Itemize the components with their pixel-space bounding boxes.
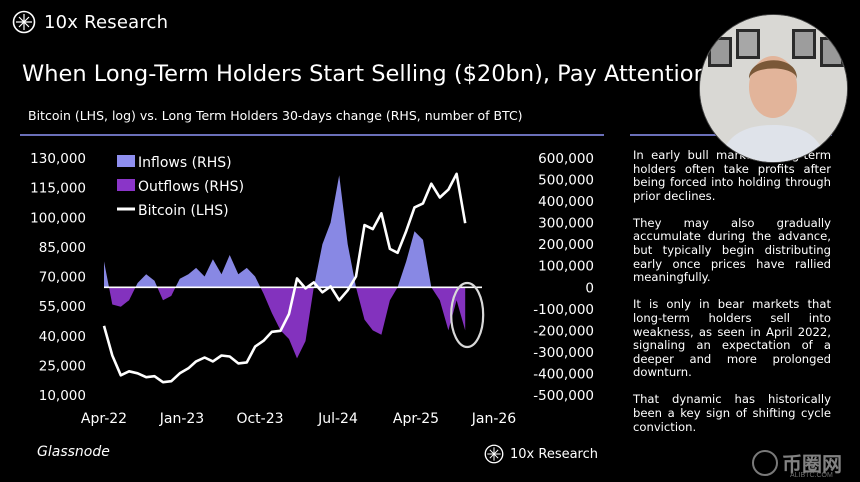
inflow-area <box>104 261 109 288</box>
left-axis-tick: 115,000 <box>30 181 86 197</box>
left-axis-tick: 100,000 <box>30 210 86 226</box>
left-axis-tick: 55,000 <box>39 299 86 315</box>
left-axis-tick: 25,000 <box>39 358 86 374</box>
outflow-area <box>109 287 136 307</box>
legend-swatch-inflows <box>117 155 135 167</box>
watermark-text: 币圈网 <box>782 452 842 476</box>
inflow-area <box>175 255 261 288</box>
flow-areas <box>104 175 466 359</box>
right-axis-tick: 500,000 <box>538 173 594 189</box>
right-axis-tick: -300,000 <box>533 345 594 361</box>
left-axis-tick: 85,000 <box>39 240 86 256</box>
x-axis-tick: Apr-22 <box>81 411 127 427</box>
outflow-area <box>157 287 176 301</box>
inflow-area <box>135 274 158 288</box>
left-axis-tick: 70,000 <box>39 270 86 286</box>
x-axis-tick: Apr-25 <box>393 411 439 427</box>
presenter-avatar <box>700 15 847 162</box>
right-axis-tick: 200,000 <box>538 237 594 253</box>
brand-name: 10x Research <box>44 11 169 33</box>
right-axis-tick: -100,000 <box>533 302 594 318</box>
right-axis: 600,000 500,000 400,000 300,000 200,000 100,0… <box>533 151 594 404</box>
x-axis-tick: Oct-23 <box>236 411 283 427</box>
legend-label: Bitcoin (LHS) <box>138 203 229 219</box>
right-axis-tick: -500,000 <box>533 388 594 404</box>
x-axis-tick: Jan-26 <box>471 411 517 427</box>
bitcoin-price-line <box>102 172 467 384</box>
bitcoin-line <box>102 172 467 384</box>
commentary: In early bull markets, long-term holders… <box>633 148 831 448</box>
brand-logo: 10x Research <box>12 10 168 34</box>
outflow-area <box>260 287 314 359</box>
chart: 130,000 115,000 100,000 85,000 70,000 55,000 4… <box>30 151 594 427</box>
right-axis-tick: -400,000 <box>533 366 594 382</box>
right-axis-tick: 0 <box>585 280 594 296</box>
watermark-icon <box>752 449 778 476</box>
x-axis-tick: Jan-23 <box>159 411 204 427</box>
legend-swatch-outflows <box>117 179 135 191</box>
data-source: Glassnode <box>37 444 110 460</box>
right-axis-tick: -200,000 <box>533 323 594 339</box>
watermark-subtext: ALIBTC.COM <box>790 472 833 479</box>
left-axis-tick: 40,000 <box>39 329 86 345</box>
right-axis-tick: 600,000 <box>538 151 594 167</box>
brand-mark-icon <box>12 10 36 34</box>
brand-mark-icon <box>484 444 504 464</box>
right-axis-tick: 100,000 <box>538 259 594 275</box>
right-axis-tick: 400,000 <box>538 194 594 210</box>
divider-left <box>20 134 604 136</box>
inflow-area <box>397 231 432 288</box>
brand-footer-name: 10x Research <box>510 446 598 462</box>
outflow-area <box>431 287 466 331</box>
legend: Inflows (RHS) Outflows (RHS) Bitcoin (LHS) <box>117 155 244 219</box>
presenter-video <box>699 14 848 163</box>
commentary-paragraph: That dynamic has historically been a key… <box>633 392 831 434</box>
page-title: When Long-Term Holders Start Selling ($2… <box>22 61 708 87</box>
x-axis: Apr-22 Jan-23 Oct-23 Jul-24 Apr-25 Jan-26 <box>81 411 516 427</box>
left-axis: 130,000 115,000 100,000 85,000 70,000 55,000 4… <box>30 151 86 404</box>
legend-label: Outflows (RHS) <box>138 179 244 195</box>
right-axis-tick: 300,000 <box>538 216 594 232</box>
legend-label: Inflows (RHS) <box>138 155 232 171</box>
left-axis-tick: 130,000 <box>30 151 86 167</box>
commentary-paragraph: It is only in bear markets that long-ter… <box>633 297 831 380</box>
x-axis-tick: Jul-24 <box>317 411 358 427</box>
annotations <box>450 281 485 349</box>
chart-subtitle: Bitcoin (LHS, log) vs. Long Term Holders… <box>28 108 523 123</box>
brand-footer: 10x Research <box>484 444 598 464</box>
left-axis-tick: 10,000 <box>39 388 86 404</box>
inflow-area <box>313 175 356 288</box>
commentary-paragraph: They may also gradually accumulate durin… <box>633 215 831 285</box>
watermark: 币圈网 ALIBTC.COM <box>752 448 842 479</box>
outflow-area <box>356 287 398 335</box>
highlight-ellipse <box>450 281 485 349</box>
